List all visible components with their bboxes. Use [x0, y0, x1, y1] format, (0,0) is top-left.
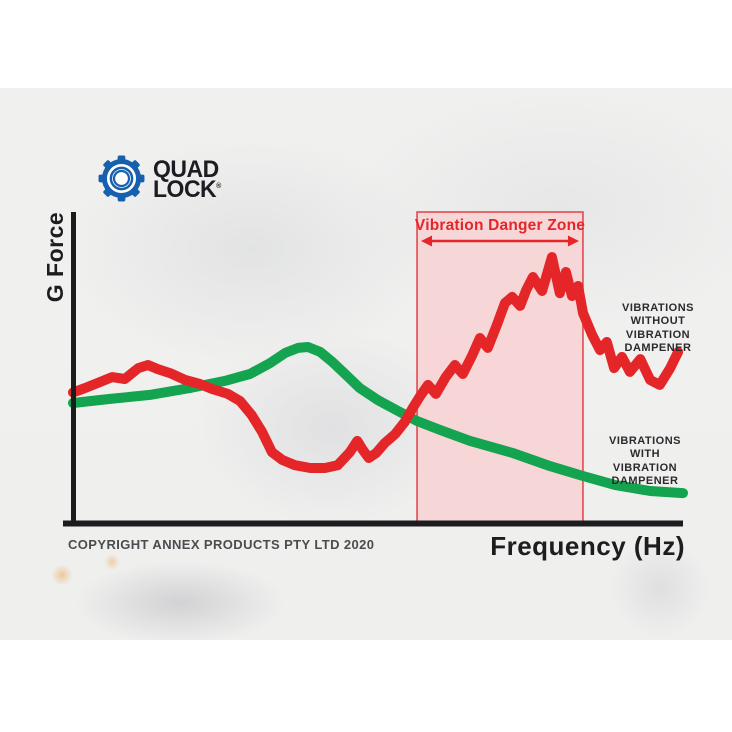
annotation-without-dampener: VIBRATIONS WITHOUT VIBRATION DAMPENER [621, 302, 695, 355]
y-axis-label: G Force [42, 211, 68, 303]
danger-zone-rect [416, 211, 584, 524]
danger-zone-arrowhead-left [421, 235, 433, 247]
annotation-with-dampener: VIBRATIONS WITH VIBRATION DAMPENER [608, 435, 682, 488]
quadlock-mount-icon [98, 155, 145, 202]
wordmark-line1: QUAD [153, 154, 219, 182]
quadlock-wordmark: QUAD LOCK® [153, 154, 222, 202]
registered-trademark: ® [216, 182, 222, 190]
red-line-without-dampener [68, 252, 684, 473]
green-line-with-dampener [68, 342, 688, 499]
copyright-text: COPYRIGHT ANNEX PRODUCTS PTY LTD 2020 [68, 537, 375, 552]
danger-zone-arrowhead-right [567, 235, 579, 247]
x-axis-label: Frequency (Hz) [490, 531, 685, 561]
danger-zone-label: Vibration Danger Zone [414, 217, 586, 234]
quadlock-logo: QUAD LOCK® [95, 153, 221, 204]
wordmark-line2: LOCK® [153, 174, 222, 202]
